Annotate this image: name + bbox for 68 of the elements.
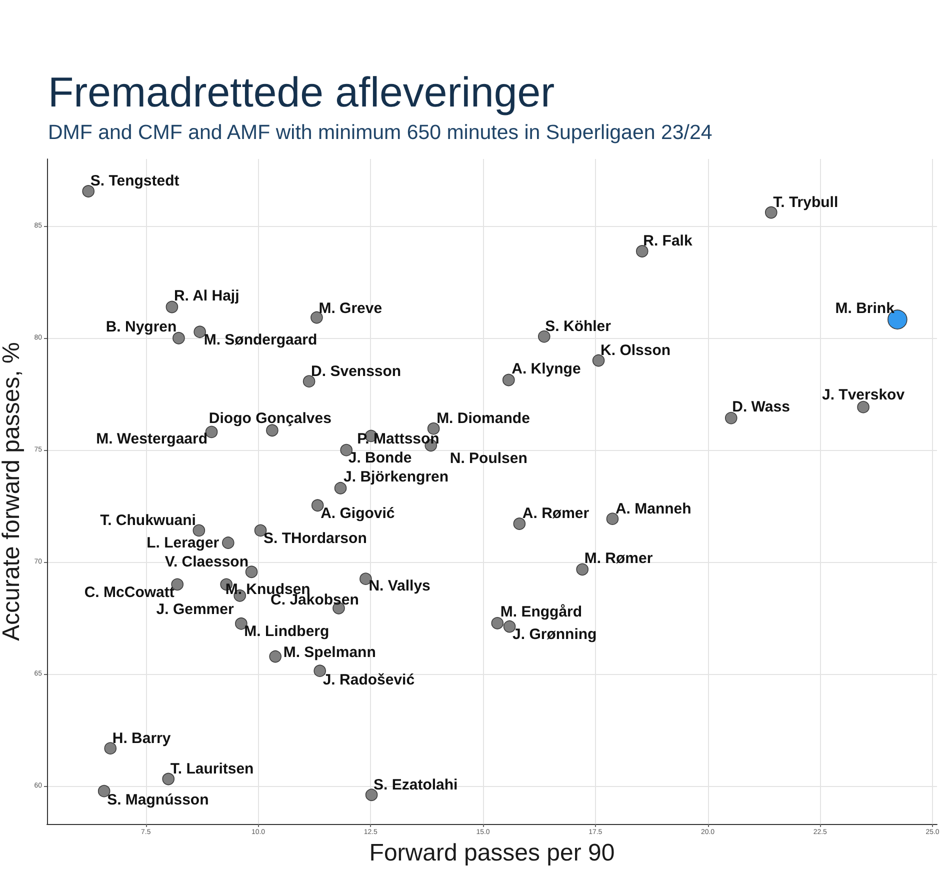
chart-subtitle: DMF and CMF and AMF with minimum 650 minutes in Superligaen 23/24: [48, 121, 712, 144]
annotation: A. Rømer: [522, 505, 590, 522]
annotation: N. Poulsen: [450, 450, 528, 467]
annotation: S. Köhler: [545, 318, 612, 336]
chart-title: Fremadrettede afleveringer: [48, 68, 555, 116]
point: [538, 330, 550, 343]
annotation: V. Claesson: [164, 553, 249, 570]
annotation: J. Björkengren: [344, 468, 449, 486]
point: [334, 482, 347, 494]
annotation: A. Klynge: [512, 360, 581, 378]
point: [245, 566, 258, 578]
annotation: S. Tengstedt: [90, 172, 180, 190]
point: [636, 245, 648, 258]
annotation: Diogo Gonçalves: [208, 410, 332, 427]
point: [192, 524, 206, 537]
point: [269, 650, 282, 663]
annotation: M. Enggård: [500, 604, 582, 621]
point: [222, 536, 234, 549]
point: [365, 788, 378, 802]
point: [606, 512, 619, 525]
point: [491, 617, 504, 630]
annotation: M. Søndergaard: [204, 331, 318, 348]
y-axis-title: Accurate forward passes, %: [0, 342, 25, 641]
annotation: B. Nygren: [106, 318, 177, 336]
point: [162, 772, 175, 786]
annotation: T. Lauritsen: [170, 760, 254, 778]
point: [724, 412, 738, 424]
annotation: J. Gemmer: [156, 601, 234, 618]
point: [302, 375, 316, 388]
point: [166, 300, 178, 314]
point: [576, 563, 588, 576]
annotation: T. Trybull: [773, 194, 838, 212]
annotation: N. Vallys: [368, 577, 430, 594]
annotation: S. Magnússon: [107, 792, 209, 809]
annotation: S. THordarson: [264, 530, 367, 547]
annotation: C. McCowatt: [84, 584, 174, 601]
annotation: M. Spelmann: [283, 644, 376, 662]
annotation: S. Ezatolahi: [374, 776, 458, 794]
point: [82, 185, 95, 198]
annotation: J. Tverskov: [822, 386, 906, 404]
annotation: T. Chukwuani: [100, 512, 196, 529]
annotation: K. Olsson: [600, 342, 671, 360]
annotation: M. Greve: [318, 300, 382, 318]
point: [194, 326, 206, 338]
annotation: A. Gigović: [320, 504, 395, 522]
annotation: R. Falk: [643, 232, 693, 250]
annotation: R. Al Hajj: [174, 288, 240, 304]
point: [310, 311, 323, 324]
x-axis-title: Forward passes per 90: [369, 839, 615, 866]
annotation: H. Barry: [112, 730, 172, 747]
annotation: A. Manneh: [615, 500, 692, 518]
annotation: M. Brink: [835, 300, 896, 318]
point: [592, 354, 605, 367]
annotation: L. Lerager: [146, 534, 220, 552]
annotation: J. Radošević: [322, 671, 415, 688]
annotation: D. Svensson: [311, 362, 402, 380]
annotation: J. Bonde: [348, 450, 412, 467]
annotation: M. Diomande: [436, 410, 530, 428]
annotation: M. Westergaard: [96, 430, 208, 448]
annotation: M. Lindberg: [244, 623, 330, 640]
point: [502, 374, 515, 386]
point: [513, 518, 526, 530]
annotation: M. Rømer: [584, 550, 653, 567]
annotation: D. Wass: [732, 398, 790, 416]
annotation: J. Grønning: [512, 626, 597, 644]
point: [104, 742, 117, 754]
point: [765, 206, 778, 219]
point: [857, 400, 870, 414]
